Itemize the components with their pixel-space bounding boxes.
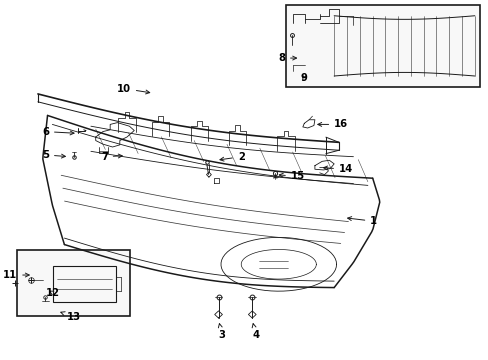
Text: 1: 1	[347, 216, 377, 226]
Text: 8: 8	[278, 53, 296, 63]
Text: 12: 12	[46, 288, 60, 298]
Bar	[17, 250, 130, 316]
Text: 6: 6	[42, 127, 74, 136]
Bar	[53, 266, 116, 302]
Text: 2: 2	[220, 152, 244, 162]
Text: 5: 5	[42, 150, 65, 160]
Text: 9: 9	[300, 73, 306, 83]
Text: 7: 7	[101, 152, 122, 162]
Text: 14: 14	[323, 164, 352, 174]
Text: 16: 16	[317, 120, 347, 129]
Text: 15: 15	[279, 171, 305, 181]
Text: 10: 10	[117, 84, 149, 94]
Text: 4: 4	[252, 324, 259, 340]
Text: 13: 13	[61, 312, 81, 322]
Text: 3: 3	[218, 324, 225, 340]
Bar	[285, 5, 479, 87]
Text: 11: 11	[3, 270, 29, 280]
